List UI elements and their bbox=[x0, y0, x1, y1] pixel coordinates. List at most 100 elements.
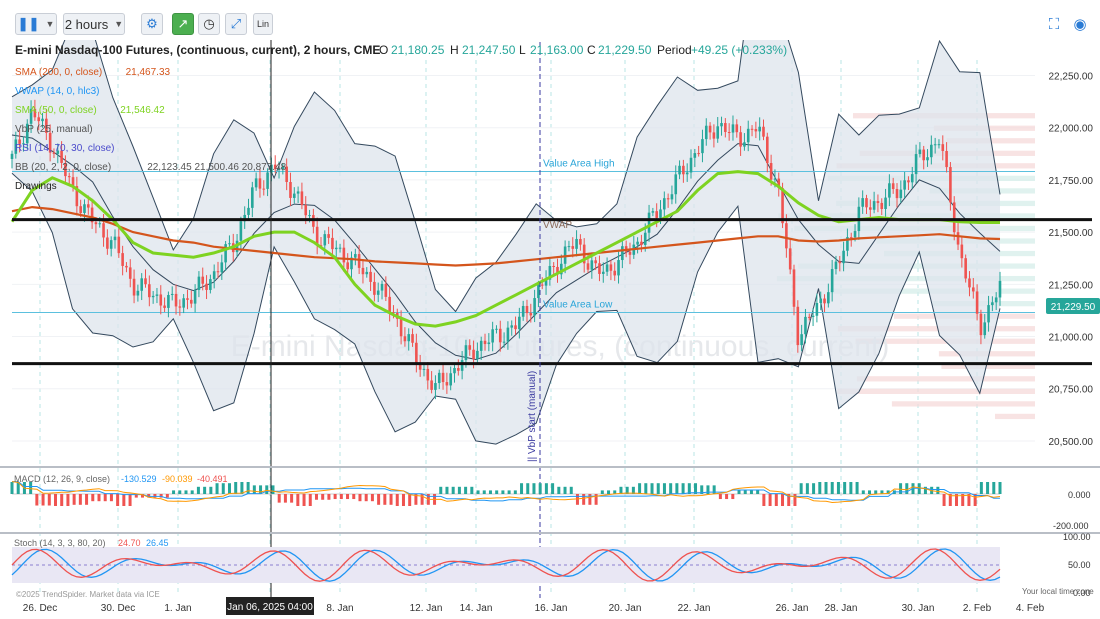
chart-area[interactable]: E-mini Nasdaq-100 Futures, (continuous, … bbox=[0, 40, 1100, 619]
candle-body bbox=[514, 325, 517, 330]
open-label: O bbox=[379, 43, 388, 57]
value-area-low-label: Value Area Low bbox=[543, 300, 613, 311]
candle-body bbox=[140, 278, 143, 291]
macd-hist-bar bbox=[868, 490, 872, 494]
candle-body bbox=[201, 276, 205, 284]
candle-body bbox=[228, 243, 231, 245]
candle-body bbox=[495, 328, 498, 330]
camera-icon[interactable]: ◉ bbox=[1073, 16, 1087, 33]
indicator-label[interactable]: BB (20, 2, 2, 0, close) bbox=[15, 162, 111, 173]
candle-body bbox=[804, 316, 807, 335]
candle-body bbox=[926, 157, 929, 161]
macd-hist-bar bbox=[296, 494, 300, 506]
price-tick-label: 21,000.00 bbox=[1049, 333, 1094, 344]
candle-body bbox=[670, 194, 674, 200]
candle-body bbox=[346, 262, 349, 270]
candle-body bbox=[338, 247, 342, 249]
candle-body bbox=[876, 201, 880, 203]
candle-body bbox=[18, 139, 21, 144]
stoch-value-d: 26.45 bbox=[146, 538, 169, 548]
candle-body bbox=[251, 187, 254, 208]
indicator-label[interactable]: VbP (25, manual) bbox=[15, 124, 93, 135]
macd-hist-bar bbox=[196, 486, 200, 494]
stoch-label: Stoch (14, 3, 3, 80, 20) bbox=[14, 538, 106, 548]
candle-body bbox=[476, 350, 479, 360]
macd-hist-bar bbox=[140, 494, 144, 498]
macd-hist-bar bbox=[961, 494, 965, 506]
candle-body bbox=[449, 373, 452, 386]
candle-body bbox=[552, 265, 555, 267]
stoch-axis-50: 50.00 bbox=[1068, 560, 1091, 570]
macd-hist-bar bbox=[16, 482, 20, 494]
macd-hist-bar bbox=[277, 494, 281, 503]
drawing-tool-button[interactable]: ⤢ bbox=[225, 13, 247, 35]
macd-hist-bar bbox=[29, 482, 33, 494]
bb-upper-line bbox=[11, 40, 1001, 313]
fullscreen-icon[interactable]: ⛶ bbox=[1048, 16, 1060, 33]
indicator-label[interactable]: RSI (14, 70, 30, close) bbox=[15, 143, 115, 154]
period-change: +49.25 (+0.233%) bbox=[691, 43, 787, 57]
candle-body bbox=[296, 191, 300, 194]
indicator-label[interactable]: SMA (50, 0, close) bbox=[15, 105, 97, 116]
macd-hist-bar bbox=[700, 485, 704, 494]
vbp-bar bbox=[837, 326, 1035, 332]
macd-hist-bar bbox=[619, 486, 623, 494]
candle-body bbox=[685, 172, 689, 175]
macd-hist-bar bbox=[725, 494, 729, 500]
candle-body bbox=[342, 247, 346, 263]
candle-body bbox=[739, 132, 742, 147]
candle-body bbox=[689, 157, 693, 173]
candle-body bbox=[373, 281, 376, 295]
candle-body bbox=[216, 271, 220, 273]
macd-hist-bar bbox=[85, 494, 89, 505]
date-tick-label: 1. Jan bbox=[164, 603, 191, 614]
indicator-label[interactable]: VWAP (14, 0, hlc3) bbox=[15, 86, 99, 97]
interval-select[interactable]: 2 hours ▼ bbox=[63, 13, 125, 35]
candle-body bbox=[537, 284, 540, 299]
candle-body bbox=[86, 204, 90, 208]
local-time-label: Your local time zone bbox=[1022, 587, 1094, 596]
candle-body bbox=[430, 380, 433, 390]
settings-button[interactable]: ⚙ bbox=[141, 13, 163, 35]
macd-hist-bar bbox=[72, 494, 76, 505]
candle-body bbox=[579, 238, 582, 245]
candle-body bbox=[350, 257, 353, 270]
candle-body bbox=[762, 126, 765, 137]
candle-body bbox=[163, 305, 166, 308]
vbp-start-label: || VbP start (manual) bbox=[527, 371, 538, 462]
macd-hist-bar bbox=[35, 494, 39, 506]
macd-hist-bar bbox=[507, 490, 511, 494]
chart-type-button[interactable]: ❚❚ ▼ bbox=[15, 13, 57, 35]
candle-body bbox=[682, 165, 685, 175]
scale-button[interactable]: Lin bbox=[253, 13, 273, 35]
bb-lower-line bbox=[11, 172, 1001, 445]
macd-hist-bar bbox=[60, 494, 64, 506]
indicator-label[interactable]: SMA (200, 0, close) bbox=[15, 67, 102, 78]
indicator-label[interactable]: Drawings bbox=[15, 181, 57, 192]
candle-body bbox=[575, 238, 578, 249]
macd-hist-bar bbox=[265, 485, 269, 494]
candle-body bbox=[617, 260, 620, 276]
macd-hist-bar bbox=[178, 490, 182, 494]
candle-body bbox=[189, 299, 193, 304]
candle-body bbox=[491, 329, 494, 343]
macd-hist-bar bbox=[613, 490, 617, 494]
candle-body bbox=[884, 197, 887, 209]
candle-body bbox=[29, 108, 33, 124]
clock-button[interactable]: ◷ bbox=[198, 13, 220, 35]
macd-hist-bar bbox=[147, 494, 151, 498]
candle-body bbox=[556, 266, 559, 275]
auto-trend-button[interactable]: ↗ bbox=[172, 13, 194, 35]
candle-body bbox=[674, 174, 678, 195]
macd-hist-bar bbox=[557, 486, 561, 494]
candle-body bbox=[487, 342, 491, 345]
candle-body bbox=[975, 291, 979, 314]
candle-body bbox=[746, 128, 750, 143]
macd-hist-bar bbox=[327, 494, 331, 500]
candle-body bbox=[842, 250, 845, 264]
macd-hist-bar bbox=[215, 483, 219, 494]
chevron-down-icon: ▼ bbox=[114, 19, 124, 29]
stoch-value-k: 24.70 bbox=[118, 538, 141, 548]
candle-body bbox=[334, 247, 338, 250]
candle-body bbox=[971, 287, 975, 292]
